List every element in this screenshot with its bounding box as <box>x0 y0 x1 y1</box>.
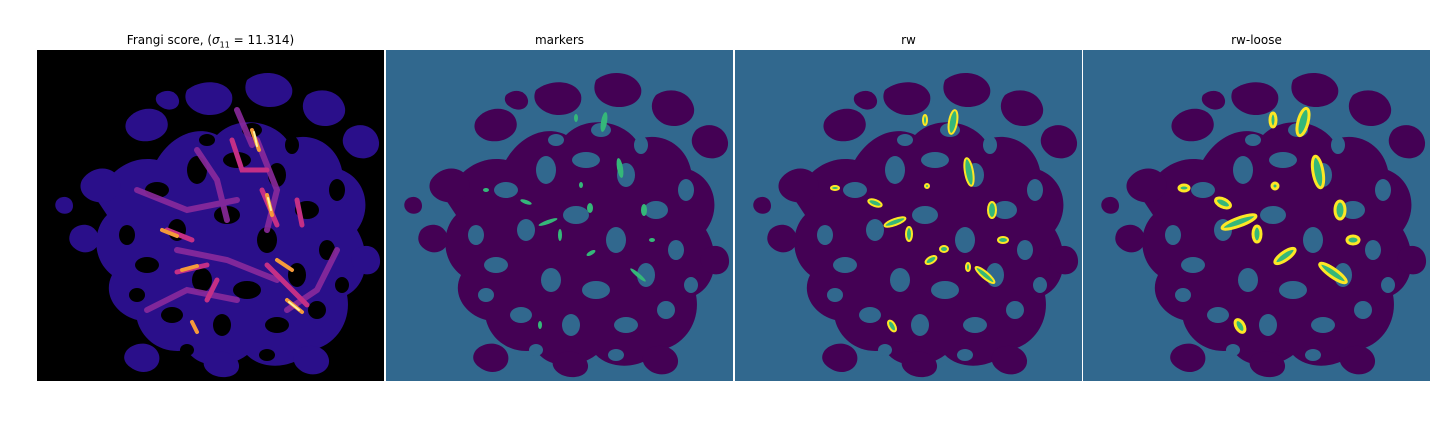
rw-loose-segments <box>1177 106 1361 334</box>
rw-image <box>753 73 1079 378</box>
panel-title-markers: markers <box>534 33 585 47</box>
panel-title-rw: rw <box>901 33 916 47</box>
rw-loose-panel <box>1083 50 1430 381</box>
frangi-panel <box>37 50 384 381</box>
marker-segments <box>483 112 655 329</box>
title-value: = 11.314) <box>229 33 295 47</box>
markers-panel <box>386 50 733 381</box>
frangi-image <box>55 73 381 378</box>
panel-title-rw-loose: rw-loose <box>1231 33 1282 47</box>
rw-segments <box>830 109 1009 333</box>
title-subscript: 11 <box>219 40 230 50</box>
markers-image <box>404 73 730 378</box>
panel-title-frangi: Frangi score, (σ11 = 11.314) <box>37 33 384 49</box>
title-sigma: σ <box>212 33 220 47</box>
title-text: Frangi score, ( <box>126 33 213 47</box>
rw-panel <box>735 50 1082 381</box>
rw-loose-image <box>1101 73 1427 378</box>
